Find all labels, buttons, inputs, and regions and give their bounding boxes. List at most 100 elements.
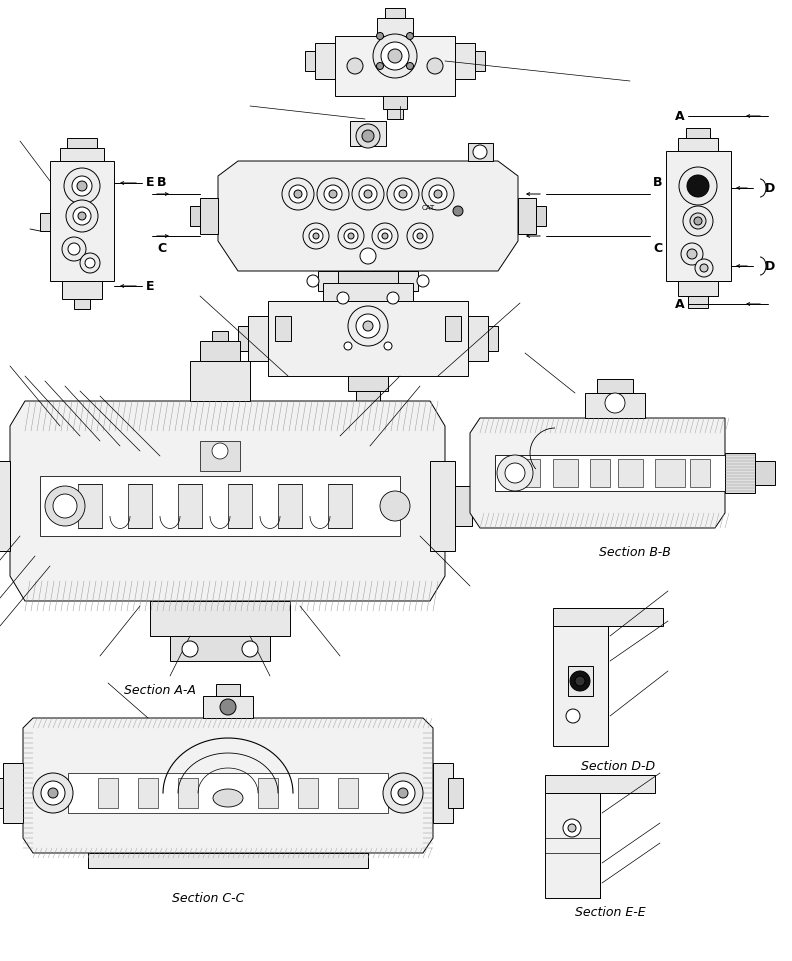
Bar [328,484,352,528]
Circle shape [41,781,65,805]
Circle shape [387,178,419,210]
Bar [190,206,200,226]
Circle shape [505,463,525,483]
Circle shape [309,229,323,243]
Circle shape [66,200,98,232]
Circle shape [364,190,372,198]
Bar [0,778,3,808]
Bar [216,684,240,696]
Circle shape [605,393,625,413]
Bar [74,299,90,309]
Bar [50,161,114,281]
Bar [655,459,685,487]
Circle shape [388,49,402,63]
Circle shape [378,229,392,243]
Circle shape [575,676,585,686]
Circle shape [356,314,380,338]
Bar [383,96,407,109]
Bar [387,109,403,119]
Bar [468,316,488,361]
Circle shape [359,185,377,203]
Circle shape [77,181,87,191]
Circle shape [695,259,713,277]
Bar [597,379,633,393]
Circle shape [360,248,376,264]
Circle shape [681,243,703,265]
Bar [323,283,413,301]
Bar [298,778,318,808]
Text: Section B-B: Section B-B [599,547,671,559]
Bar [448,778,463,808]
Circle shape [683,206,713,236]
Circle shape [348,306,388,346]
Circle shape [294,190,302,198]
Bar [430,461,455,551]
Text: D: D [765,259,775,273]
Bar [268,301,468,376]
Bar [212,331,228,341]
Bar [553,459,578,487]
Bar [203,696,253,718]
Circle shape [380,491,410,521]
Text: B: B [653,176,663,188]
Bar [455,486,472,526]
Circle shape [694,217,702,225]
Polygon shape [218,161,518,271]
Circle shape [453,206,463,216]
Bar [455,43,475,79]
Circle shape [384,342,392,350]
Bar [60,148,104,166]
Bar [248,316,268,361]
Bar [688,296,708,308]
Bar [40,476,400,536]
Text: A: A [676,298,685,310]
Circle shape [85,258,95,268]
Bar [350,121,386,146]
Bar [128,484,152,528]
Circle shape [563,819,581,837]
Circle shape [687,249,697,259]
Circle shape [68,243,80,255]
Bar [568,666,593,696]
Circle shape [373,34,417,78]
Bar [536,206,546,226]
Circle shape [376,62,383,69]
Bar [305,51,315,71]
Circle shape [307,275,319,287]
Bar [585,393,645,418]
Bar [475,51,485,71]
Bar [200,441,240,471]
Polygon shape [10,401,445,601]
Text: C: C [653,241,663,255]
Bar [178,484,202,528]
Polygon shape [470,418,725,528]
Circle shape [382,233,388,239]
Circle shape [362,130,374,142]
Circle shape [429,185,447,203]
Text: Section E-E: Section E-E [575,906,645,920]
Bar [356,391,380,404]
Circle shape [338,223,364,249]
Circle shape [406,33,413,39]
Bar [88,853,368,868]
Circle shape [352,178,384,210]
Circle shape [220,699,236,715]
Bar [138,778,158,808]
Circle shape [64,168,100,204]
Text: E: E [146,177,154,189]
Circle shape [303,223,329,249]
Bar [178,778,198,808]
Circle shape [72,176,92,196]
Circle shape [376,33,383,39]
Bar [678,281,718,296]
Circle shape [690,213,706,229]
Circle shape [33,773,73,813]
Circle shape [497,455,533,491]
Bar [545,793,600,898]
Circle shape [348,233,354,239]
Bar [0,461,10,551]
Circle shape [363,321,373,331]
Bar [725,453,755,493]
Bar [338,778,358,808]
Text: A: A [676,110,685,122]
